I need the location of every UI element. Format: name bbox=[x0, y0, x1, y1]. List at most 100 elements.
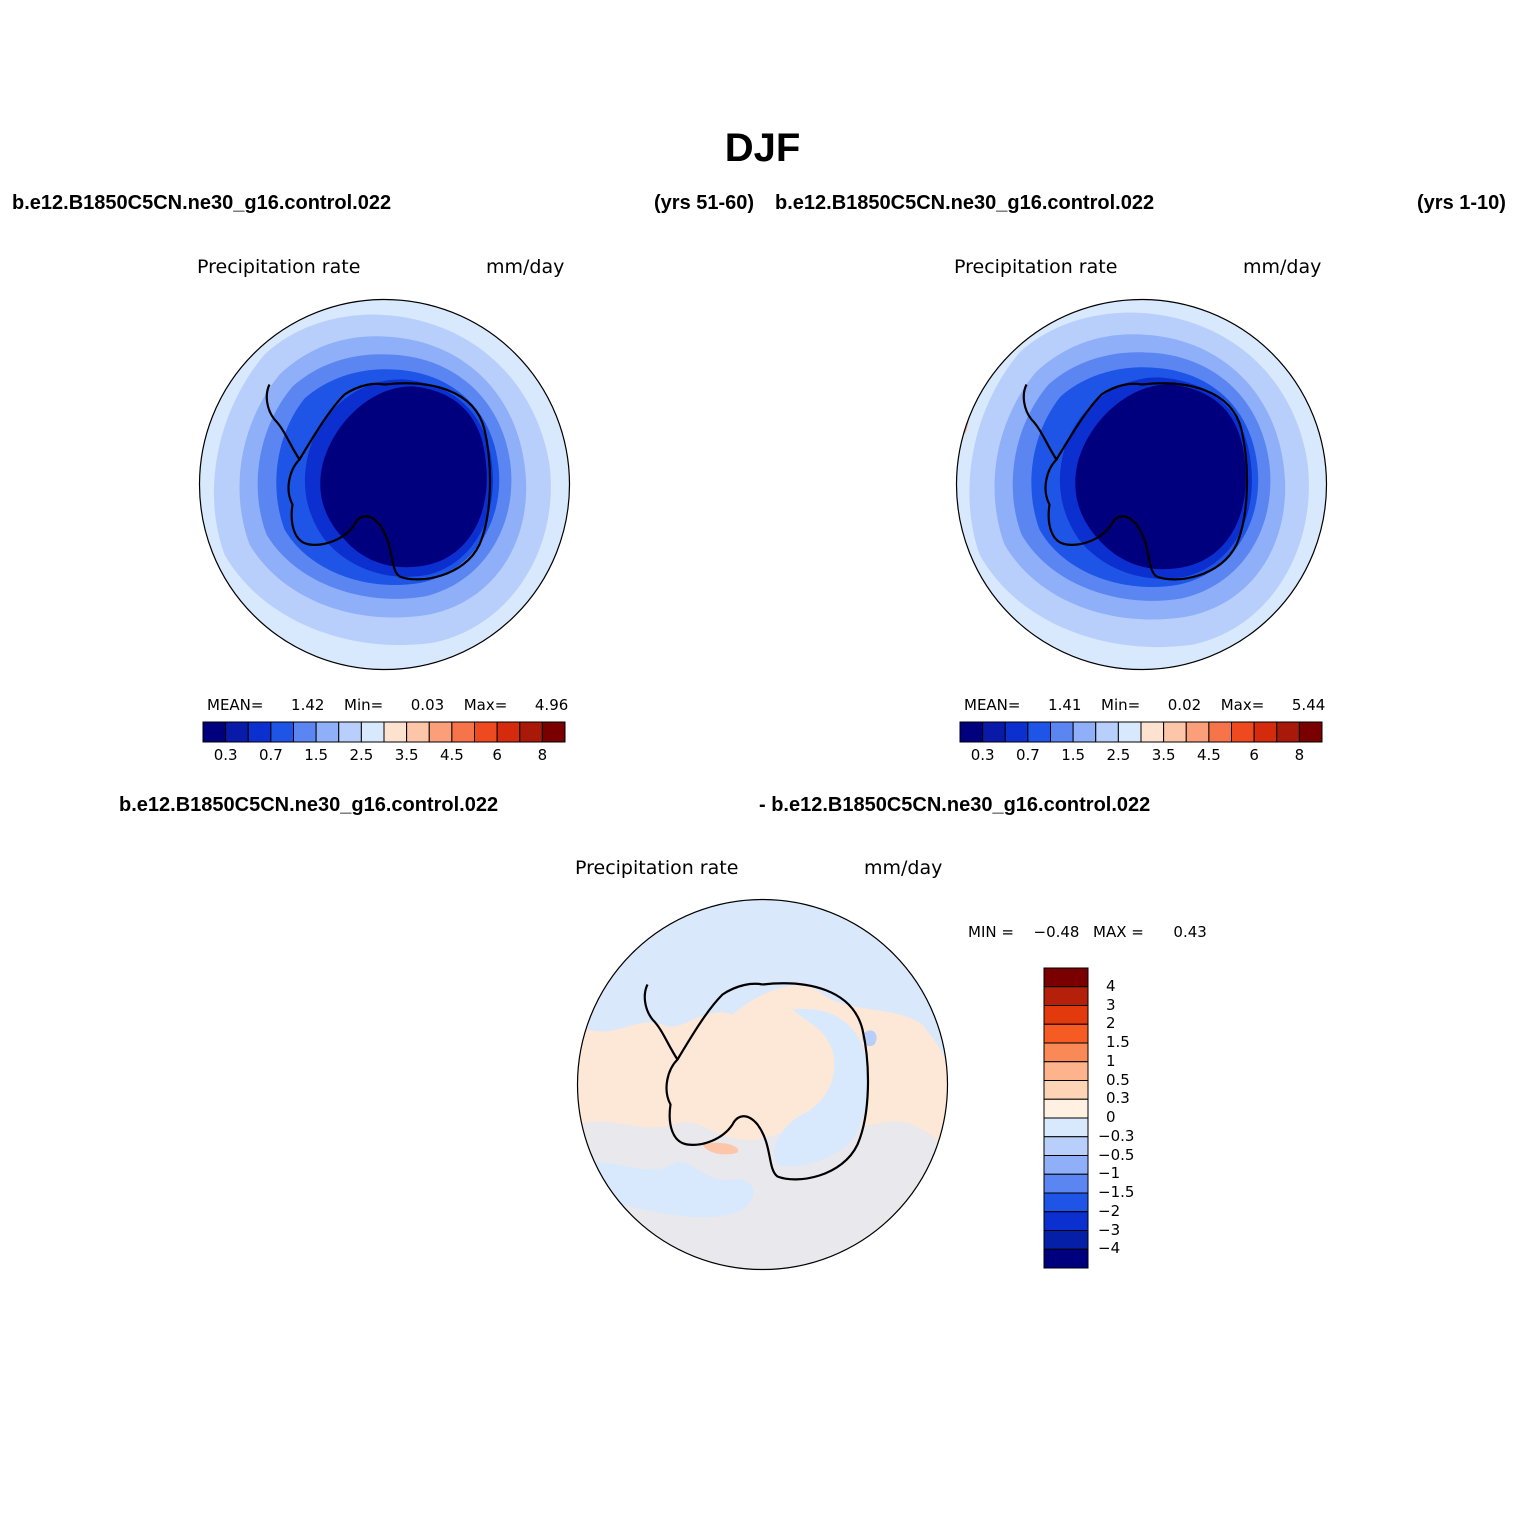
diff-min-value: −0.48 bbox=[1033, 923, 1080, 941]
diff-colorbar-swatch bbox=[1043, 1136, 1089, 1156]
colorbar-swatch bbox=[202, 721, 227, 743]
colorbar-swatch bbox=[360, 721, 385, 743]
diff-colorbar-tick-label: 0 bbox=[1106, 1108, 1116, 1126]
colorbar-tick-label: 1.5 bbox=[304, 746, 329, 764]
colorbar-tick-label: 8 bbox=[537, 746, 548, 764]
colorbar-swatch bbox=[451, 721, 475, 743]
colorbar-swatch bbox=[1185, 721, 1210, 743]
panel-1-case-name: b.e12.B1850C5CN.ne30_g16.control.022 bbox=[12, 192, 392, 214]
panel-1-mean-value: 1.42 bbox=[291, 696, 325, 714]
colorbar-1 bbox=[202, 721, 566, 743]
panel-1-variable: Precipitation rate bbox=[197, 256, 361, 278]
colorbar-swatch bbox=[293, 721, 317, 743]
colorbar-swatch bbox=[1140, 721, 1165, 743]
colorbar-swatch bbox=[496, 721, 521, 743]
diff-colorbar-tick-label: −3 bbox=[1098, 1220, 1121, 1239]
diff-variable: Precipitation rate bbox=[575, 857, 739, 879]
colorbar-swatch bbox=[1276, 721, 1300, 743]
panel-2-max-value: 5.44 bbox=[1291, 696, 1326, 714]
panel-2-case-name: b.e12.B1850C5CN.ne30_g16.control.022 bbox=[775, 192, 1155, 214]
panel-1-units: mm/day bbox=[486, 256, 565, 278]
map-1-coastline bbox=[265, 382, 492, 581]
diff-colorbar-tick-label: −1.5 bbox=[1098, 1183, 1135, 1201]
colorbar-swatch bbox=[1253, 721, 1278, 743]
diff-colorbar-tick-label: 1.5 bbox=[1106, 1033, 1130, 1051]
diff-map-neg-land bbox=[774, 1008, 869, 1167]
panel-1-mean-label: MEAN= bbox=[207, 696, 264, 714]
diff-colorbar-swatch bbox=[1043, 1023, 1089, 1044]
panel-2-mean-value: 1.41 bbox=[1048, 696, 1082, 714]
colorbar-swatch bbox=[959, 721, 984, 743]
colorbar-swatch bbox=[225, 721, 249, 743]
map-2-interior bbox=[1075, 384, 1246, 570]
colorbar-tick-label: 8 bbox=[1294, 746, 1305, 764]
colorbar-tick-label: 3.5 bbox=[394, 746, 419, 764]
panel-1-years: (yrs 51-60) bbox=[654, 192, 755, 214]
map-2-border bbox=[955, 298, 1328, 671]
diff-colorbar-swatch bbox=[1043, 1248, 1089, 1269]
colorbar-tick-label: 6 bbox=[492, 746, 502, 764]
colorbar-tick-label: 3.5 bbox=[1151, 746, 1176, 764]
diff-colorbar-swatch bbox=[1043, 1080, 1089, 1100]
colorbar-tick-label: 4.5 bbox=[1196, 746, 1221, 764]
diff-colorbar-swatch bbox=[1043, 1005, 1089, 1025]
colorbar-tick-label: 0.3 bbox=[213, 746, 238, 764]
precipitation-map-1 bbox=[198, 298, 571, 671]
colorbar-swatch bbox=[1298, 721, 1323, 743]
colorbar-tick-label: 1.5 bbox=[1061, 746, 1086, 764]
colorbar-swatch bbox=[247, 721, 272, 743]
diff-map-pos-patch bbox=[702, 1142, 739, 1155]
colorbar-swatch bbox=[406, 721, 430, 743]
panel-2-years: (yrs 1-10) bbox=[1417, 192, 1506, 214]
diff-map-neg-region-1 bbox=[577, 899, 948, 1085]
diff-colorbar-tick-label: 1 bbox=[1106, 1051, 1116, 1070]
panel-2-max-label: Max= bbox=[1220, 696, 1265, 714]
panel-2-variable: Precipitation rate bbox=[954, 256, 1118, 278]
diff-colorbar bbox=[1043, 967, 1089, 1269]
diff-colorbar-swatch bbox=[1043, 1230, 1089, 1250]
panel-1-min-value: 0.03 bbox=[410, 696, 445, 714]
diff-colorbar-swatch bbox=[1043, 1192, 1089, 1213]
colorbar-swatch bbox=[1004, 721, 1029, 743]
colorbar-swatch bbox=[519, 721, 543, 743]
map-1-red-patch bbox=[199, 407, 209, 433]
colorbar-tick-label: 0.7 bbox=[258, 746, 283, 764]
diff-max-value: 0.43 bbox=[1173, 923, 1207, 941]
diff-colorbar-tick-label: 0.5 bbox=[1106, 1070, 1130, 1089]
colorbar-swatch bbox=[1050, 721, 1074, 743]
diff-colorbar-tick-label: −1 bbox=[1098, 1164, 1121, 1183]
colorbar-swatch bbox=[541, 721, 566, 743]
diff-case-right: - b.e12.B1850C5CN.ne30_g16.control.022 bbox=[759, 794, 1151, 816]
diff-colorbar-swatch bbox=[1043, 1211, 1089, 1231]
diff-colorbar-swatch bbox=[1043, 1173, 1089, 1194]
colorbar-tick-label: 2.5 bbox=[1106, 746, 1131, 764]
colorbar-tick-label: 0.7 bbox=[1015, 746, 1040, 764]
diff-colorbar-swatch bbox=[1043, 986, 1089, 1006]
panel-2-min-value: 0.02 bbox=[1167, 696, 1202, 714]
page-title: DJF bbox=[724, 126, 801, 170]
diff-colorbar-tick-label: −4 bbox=[1098, 1239, 1121, 1258]
diff-colorbar-swatch bbox=[1043, 1155, 1089, 1175]
colorbar-tick-label: 2.5 bbox=[349, 746, 374, 764]
colorbar-swatch bbox=[1027, 721, 1051, 743]
colorbar-swatch bbox=[982, 721, 1006, 743]
colorbar-swatch bbox=[383, 721, 408, 743]
panel-1-max-value: 4.96 bbox=[534, 696, 569, 714]
diff-colorbar-tick-label: −0.5 bbox=[1098, 1145, 1135, 1164]
colorbar-swatch bbox=[1072, 721, 1097, 743]
diff-map-border bbox=[576, 898, 949, 1271]
colorbar-tick-label: 0.3 bbox=[970, 746, 995, 764]
map-1-border bbox=[198, 298, 571, 671]
diff-min-label: MIN = bbox=[968, 923, 1014, 941]
panel-2-units: mm/day bbox=[1243, 256, 1322, 278]
diff-colorbar-tick-label: −2 bbox=[1098, 1201, 1121, 1220]
precipitation-difference-map bbox=[576, 898, 949, 1271]
colorbar-tick-label: 4.5 bbox=[439, 746, 464, 764]
diff-colorbar-swatch bbox=[1043, 1061, 1089, 1081]
colorbar-2 bbox=[959, 721, 1323, 743]
diff-max-label: MAX = bbox=[1093, 923, 1144, 941]
diff-colorbar-tick-label: −0.3 bbox=[1098, 1126, 1135, 1145]
panel-2-mean-label: MEAN= bbox=[964, 696, 1021, 714]
colorbar-swatch bbox=[474, 721, 498, 743]
precipitation-map-2 bbox=[955, 298, 1328, 671]
